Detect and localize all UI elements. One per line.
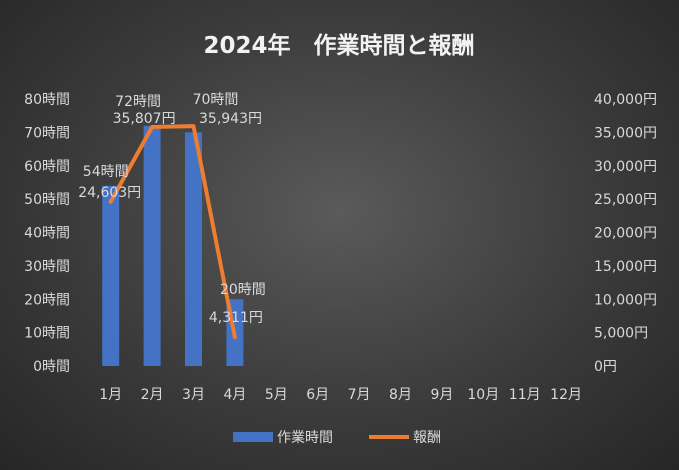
- right-tick-label: 35,000円: [594, 125, 657, 141]
- right-tick-label: 0円: [594, 359, 617, 375]
- line-point: [151, 126, 153, 128]
- legend: 作業時間 報酬: [233, 430, 441, 446]
- x-tick-label: 8月: [389, 387, 412, 403]
- x-tick-label: 7月: [348, 387, 371, 403]
- line-path: [108, 124, 237, 340]
- line-point: [110, 201, 112, 203]
- left-tick-label: 80時間: [24, 92, 70, 108]
- right-tick-label: 20,000円: [594, 226, 657, 242]
- line-point: [234, 336, 236, 338]
- right-tick-label: 25,000円: [594, 192, 657, 208]
- left-tick-label: 0時間: [33, 359, 70, 375]
- right-tick-label: 10,000円: [594, 292, 657, 308]
- x-tick-label: 1月: [99, 387, 122, 403]
- bar-data-label: 72時間: [115, 94, 161, 110]
- x-tick-label: 3月: [182, 387, 205, 403]
- left-tick-label: 40時間: [24, 226, 70, 242]
- line-point: [193, 125, 194, 127]
- line-data-label: 35,943円: [199, 111, 262, 127]
- line-data-label: 24,603円: [78, 185, 141, 201]
- data-labels: 54時間 72時間 70時間 20時間 24,603円 35,807円 35,943円 4,3…: [78, 92, 266, 326]
- right-tick-label: 15,000円: [594, 259, 657, 275]
- left-tick-label: 10時間: [24, 326, 70, 342]
- right-tick-label: 40,000円: [594, 92, 657, 108]
- x-tick-label: 10月: [467, 387, 499, 403]
- x-tick-label: 9月: [430, 387, 453, 403]
- right-tick-label: 30,000円: [594, 159, 657, 175]
- bar-data-label: 54時間: [83, 164, 129, 180]
- bar: [185, 132, 202, 366]
- chart-title: 2024年 作業時間と報酬: [203, 32, 474, 59]
- x-tick-label: 12月: [550, 387, 582, 403]
- bar: [143, 125, 161, 366]
- left-tick-label: 30時間: [24, 259, 70, 275]
- right-tick-label: 5,000円: [594, 326, 648, 342]
- left-tick-label: 50時間: [24, 192, 70, 208]
- x-tick-label: 5月: [265, 387, 288, 403]
- bar-series: [102, 125, 244, 366]
- x-axis: 1月 2月 3月 4月 5月 6月 7月 8月 9月 10月 11月 12月: [99, 387, 582, 403]
- line-data-label: 35,807円: [113, 111, 176, 127]
- bar-data-label: 20時間: [220, 282, 266, 298]
- legend-label-bar: 作業時間: [277, 430, 333, 446]
- x-tick-label: 2月: [141, 387, 164, 403]
- x-tick-label: 4月: [223, 387, 246, 403]
- line-series: [108, 124, 237, 340]
- legend-label-line: 報酬: [413, 430, 441, 446]
- left-tick-label: 60時間: [24, 159, 70, 175]
- x-tick-label: 11月: [509, 387, 541, 403]
- right-axis: 0円 5,000円 10,000円 15,000円 20,000円 25,000円 30,0…: [594, 92, 657, 375]
- line-data-label: 4,311円: [209, 310, 263, 326]
- left-tick-label: 70時間: [24, 125, 70, 141]
- legend-swatch-bar: [233, 432, 273, 442]
- bar-data-label: 70時間: [193, 92, 239, 108]
- bar: [102, 185, 120, 366]
- x-tick-label: 6月: [306, 387, 329, 403]
- left-axis: 0時間 10時間 20時間 30時間 40時間 50時間 60時間 70時間 80時間: [24, 92, 70, 375]
- left-tick-label: 20時間: [24, 292, 70, 308]
